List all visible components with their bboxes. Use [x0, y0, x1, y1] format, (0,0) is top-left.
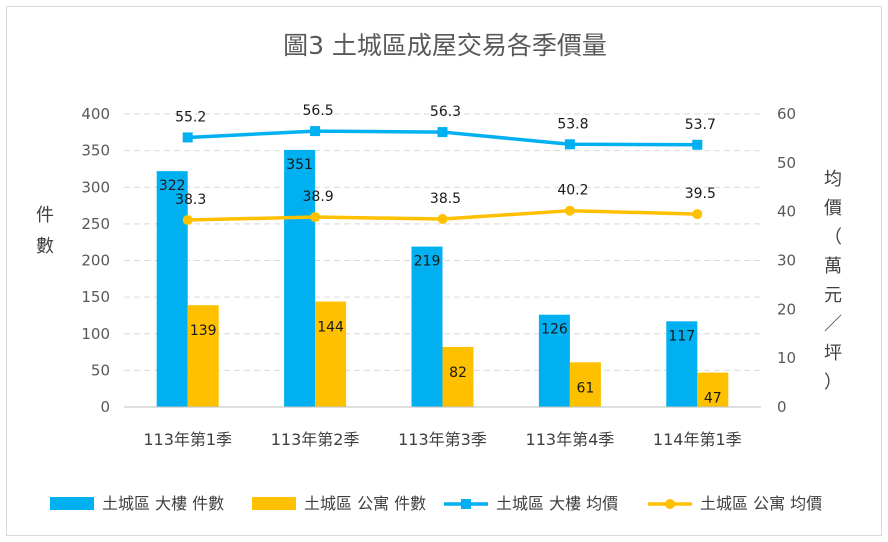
bar	[569, 362, 601, 407]
line-series	[182, 126, 703, 225]
bar	[187, 305, 219, 407]
line-data-label: 56.3	[430, 104, 461, 120]
legend-marker	[665, 499, 675, 509]
y-left-axis-title: 件	[36, 205, 54, 226]
line-data-label: 53.8	[557, 116, 588, 132]
bar	[284, 149, 316, 407]
chart-frame: 圖3 土城區成屋交易各季價量 322 351 219 126 117 139 144 82 61…	[6, 6, 882, 536]
line-data-label: 55.2	[175, 109, 206, 125]
y-left-tick-label: 0	[100, 398, 110, 416]
line-data-label: 56.5	[303, 103, 334, 119]
line-data-label: 53.7	[685, 117, 716, 133]
legend-marker	[461, 499, 471, 509]
line-data-label: 38.9	[303, 189, 334, 205]
y-left-tick-label: 200	[81, 252, 110, 270]
y-right-tick-label: 60	[777, 105, 796, 123]
y-left-tick-label: 350	[81, 142, 110, 160]
bar-data-label: 61	[576, 380, 594, 396]
y-left-tick-label: 100	[81, 325, 110, 343]
y-right-axis-title: （	[824, 227, 842, 248]
bar-data-label: 47	[704, 391, 722, 407]
y-right-tick-label: 10	[777, 349, 796, 367]
y-right-axis-title: 均	[824, 169, 842, 190]
line-point	[310, 126, 321, 137]
y-left-axis-title: 數	[36, 236, 54, 257]
bar	[442, 346, 474, 407]
legend-swatch	[252, 497, 296, 510]
bar-series	[156, 149, 729, 407]
bar-data-label: 219	[414, 254, 441, 270]
line-point	[692, 139, 703, 150]
y-left-tick-label: 300	[81, 178, 110, 196]
chart-svg: 圖3 土城區成屋交易各季價量 322 351 219 126 117 139 144 82 61…	[36, 31, 842, 513]
bar-data-label: 82	[449, 365, 467, 381]
y-right-axis-title: ／	[824, 314, 842, 335]
y-right-axis-title: 元	[824, 285, 842, 306]
legend-label: 土城區 公寓 件數	[304, 494, 426, 513]
legend-label: 土城區 大樓 件數	[102, 494, 224, 513]
y-right-tick-label: 0	[777, 398, 787, 416]
bar-data-label: 322	[159, 178, 186, 194]
bar	[538, 314, 570, 407]
line-point	[692, 209, 703, 220]
line-data-label: 40.2	[557, 183, 588, 199]
line-data-label: 39.5	[685, 186, 716, 202]
x-tick-label: 113年第1季	[143, 430, 232, 449]
chart-title: 圖3 土城區成屋交易各季價量	[283, 31, 607, 60]
line-data-label: 38.5	[430, 191, 461, 207]
y-left-tick-label: 400	[81, 105, 110, 123]
bar	[697, 372, 729, 407]
line-data-label: 38.3	[175, 192, 206, 208]
bar-data-label: 351	[286, 157, 313, 173]
grid-lines	[124, 113, 761, 371]
y-right-tick-label: 30	[777, 252, 796, 270]
line-point	[564, 205, 575, 216]
bar	[411, 246, 443, 407]
bar-data-label: 117	[668, 328, 695, 344]
bar	[315, 301, 347, 407]
y-right-axis-title: 萬	[824, 256, 842, 277]
line-point	[182, 214, 193, 225]
bar-data-label: 126	[541, 322, 568, 338]
bar	[666, 321, 698, 407]
legend-label: 土城區 公寓 均價	[700, 494, 822, 513]
bar-data-label: 139	[190, 323, 217, 339]
axes: 0 50 100 150 200 250 300 350 400 0 10 20 30 40 50 60 113…	[36, 105, 842, 449]
line-point	[310, 212, 321, 223]
legend-label: 土城區 大樓 均價	[496, 494, 618, 513]
y-right-tick-label: 20	[777, 300, 796, 318]
y-left-tick-label: 150	[81, 288, 110, 306]
data-labels: 322 351 219 126 117 139 144 82 61 47 55.2 56.5 56.3 5…	[159, 103, 722, 406]
line-point	[182, 132, 193, 143]
x-tick-label: 114年第1季	[653, 430, 742, 449]
x-tick-label: 113年第2季	[271, 430, 360, 449]
y-right-axis-title: ）	[824, 372, 842, 393]
y-right-tick-label: 50	[777, 154, 796, 172]
y-right-axis-title: 坪	[824, 343, 842, 364]
x-tick-label: 113年第3季	[398, 430, 487, 449]
legend: 土城區 大樓 件數 土城區 公寓 件數 土城區 大樓 均價 土城區 公寓 均價	[50, 494, 822, 513]
y-left-tick-label: 250	[81, 215, 110, 233]
line-point	[437, 213, 448, 224]
y-right-axis-title: 價	[824, 198, 842, 219]
y-left-tick-label: 50	[91, 361, 110, 379]
bar-data-label: 144	[317, 320, 344, 336]
bar	[156, 171, 188, 407]
line-point	[564, 139, 575, 150]
y-right-tick-label: 40	[777, 203, 796, 221]
x-tick-label: 113年第4季	[526, 430, 615, 449]
legend-swatch	[50, 497, 94, 510]
line-point	[437, 127, 448, 138]
